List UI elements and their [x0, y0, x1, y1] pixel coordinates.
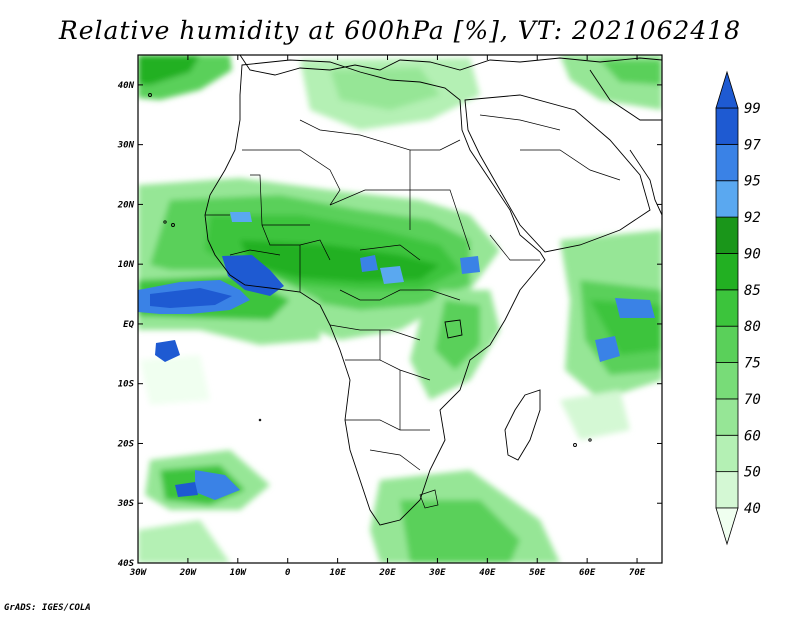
- colorbar-over-triangle: [715, 70, 739, 109]
- lat-tick-label: 30N: [117, 141, 135, 151]
- map-panel: [138, 55, 662, 563]
- credit-text: GrADS: IGES/COLA: [4, 603, 91, 613]
- colorbar-segment: [715, 398, 739, 436]
- lon-tick-label: 50E: [529, 568, 546, 578]
- colorbar-segment: [715, 362, 739, 400]
- colorbar-label: 60: [744, 428, 761, 444]
- colorbar-segment: [715, 143, 739, 182]
- colorbar-segment: [715, 253, 739, 291]
- colorbar-under-triangle: [715, 507, 739, 546]
- map-frame: [137, 54, 663, 564]
- lat-tick-label: 30S: [117, 499, 135, 509]
- lon-tick-label: 10E: [329, 568, 346, 578]
- colorbar-label: 80: [744, 319, 761, 335]
- colorbar-segment: [715, 471, 739, 509]
- colorbar-label: 70: [744, 392, 761, 408]
- colorbar-label: 85: [744, 283, 761, 299]
- coastlines: [148, 55, 662, 526]
- colorbar-segment: [715, 325, 739, 363]
- colorbar-segment: [715, 107, 739, 145]
- lon-tick-label: 20W: [179, 568, 198, 578]
- colorbar-segment: [715, 289, 739, 327]
- lon-tick-label: 40E: [479, 568, 496, 578]
- lon-tick-label: 60E: [579, 568, 596, 578]
- colorbar-label: 95: [744, 174, 761, 190]
- colorbar-label: 99: [744, 101, 761, 117]
- colorbar-label: 97: [744, 137, 761, 153]
- lat-tick-label: 10N: [118, 260, 135, 270]
- lon-tick-label: 20E: [378, 568, 396, 578]
- colorbar-label: 92: [744, 210, 761, 226]
- colorbar-label: 50: [744, 465, 761, 481]
- lon-tick-label: 30W: [129, 568, 148, 578]
- colorbar-label: 75: [744, 356, 761, 372]
- colorbar: 40 50 60 70 75 80 85 90 92 95 97 99: [715, 70, 761, 546]
- colorbar-label: 40: [744, 501, 761, 517]
- lon-tick-label: 70E: [629, 568, 646, 578]
- colorbar-segment: [715, 434, 739, 473]
- lon-tick-label: 10W: [230, 568, 248, 578]
- lon-tick-label: 0: [285, 568, 291, 578]
- longitude-axis: 30W 20W 10W 0 10E 20E 30E 40E 50E 60E 70E: [129, 55, 646, 578]
- map-title: Relative humidity at 600hPa [%], VT: 202…: [58, 16, 742, 45]
- country-borders: [205, 114, 621, 509]
- latitude-axis: 40N 30N 20N 10N EQ 10S 20S 30S 40S: [117, 81, 662, 569]
- lat-tick-label: 40N: [118, 81, 135, 91]
- lat-tick-label: 10S: [118, 380, 135, 390]
- saturated-zones: [138, 212, 655, 500]
- colorbar-segment: [715, 180, 739, 218]
- lon-tick-label: 30E: [428, 568, 446, 578]
- lat-tick-label: 20N: [117, 200, 135, 210]
- lat-tick-label: EQ: [123, 320, 134, 330]
- lat-tick-label: 20S: [117, 439, 135, 449]
- colorbar-segment: [715, 216, 739, 254]
- colorbar-label: 90: [744, 246, 761, 262]
- lat-tick-label: 40S: [118, 559, 135, 569]
